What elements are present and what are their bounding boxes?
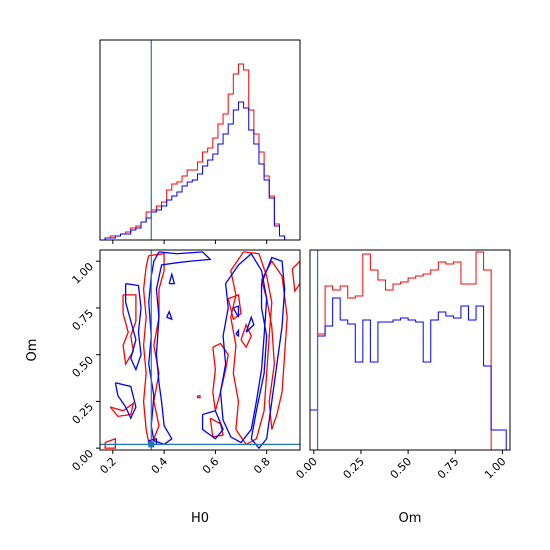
joint-x-tick-label-3: 0.8 xyxy=(251,455,273,477)
joint-frame xyxy=(99,249,301,451)
contour-series-1-level-6 xyxy=(201,409,224,440)
contour-series-0-level-1 xyxy=(122,294,137,366)
om-marginal-plot xyxy=(310,250,507,450)
joint-x-tick-label-1: 0.4 xyxy=(149,455,171,477)
h0-marginal-ticks xyxy=(112,240,268,244)
joint-y-tick-label-0: 0.00 xyxy=(70,447,97,474)
joint-y-tick-label-3: 0.75 xyxy=(70,307,97,334)
contour-series-1-level-4 xyxy=(219,252,268,444)
om-hist-series-0 xyxy=(310,251,507,450)
x-axis-label-om: Om xyxy=(399,511,422,526)
y-axis-label-om: Om xyxy=(25,339,40,362)
contour-series-1-level-1 xyxy=(124,282,142,372)
om-marginal-x-tick-label-2: 0.50 xyxy=(388,455,415,482)
joint-y-tick-label-2: 0.50 xyxy=(70,354,97,381)
contour-series-0-level-10 xyxy=(240,323,252,349)
om-marginal-x-tick-label-1: 0.25 xyxy=(341,455,368,482)
h0-marginal-panel xyxy=(99,39,301,244)
joint-contour-plot xyxy=(100,250,300,450)
h0-marginal-plot xyxy=(100,40,300,240)
joint-x-tick-label-2: 0.6 xyxy=(200,455,222,477)
contour-series-1-level-10 xyxy=(235,328,240,338)
h0-hist-series-1 xyxy=(100,101,300,240)
contour-series-1-level-9 xyxy=(232,305,240,318)
om-marginal-panel: 0.00 0.25 0.50 0.75 1.00 Om xyxy=(293,249,511,526)
om-hist-series-1 xyxy=(310,297,507,450)
contour-series-0-level-9 xyxy=(227,293,242,321)
contour-series-0-level-3 xyxy=(104,437,117,449)
joint-x-tick-label-0: 0.2 xyxy=(97,455,119,477)
contour-series-0-level-5 xyxy=(260,259,288,430)
joint-truth-marker xyxy=(148,441,155,448)
joint-y-tick-label-1: 0.25 xyxy=(70,400,97,427)
om-marginal-x-tick-label-4: 1.00 xyxy=(482,455,509,482)
contour-series-0-level-0 xyxy=(142,253,165,444)
contour-series-1-level-7 xyxy=(166,309,173,321)
om-marginal-ticks: 0.00 0.25 0.50 0.75 1.00 xyxy=(293,450,509,482)
contour-series-1-level-5 xyxy=(250,256,286,450)
h0-marginal-frame xyxy=(99,39,301,241)
contour-series-0-level-7 xyxy=(212,342,229,411)
joint-y-tick-label-4: 1.00 xyxy=(70,260,97,287)
contour-series-0-level-6 xyxy=(291,260,300,293)
om-marginal-x-tick-label-0: 0.00 xyxy=(293,455,320,482)
contour-series-1-level-2 xyxy=(114,382,137,420)
x-axis-label-h0: H0 xyxy=(191,511,209,526)
contour-series-1-level-8 xyxy=(168,271,176,285)
contour-series-1-level-0 xyxy=(148,251,212,446)
contour-series-1-level-11 xyxy=(245,315,255,333)
contour-series-0-level-2 xyxy=(109,401,135,418)
contour-series-0-level-8 xyxy=(209,417,224,438)
contour-series-0-level-11 xyxy=(196,395,201,399)
joint-panel: 0.2 0.4 0.6 0.8 0.00 0.25 0.50 0.75 1.00 H0 Om xyxy=(25,249,301,526)
h0-hist-series-0 xyxy=(100,63,300,240)
om-marginal-frame xyxy=(309,249,511,451)
om-marginal-x-tick-label-3: 0.75 xyxy=(435,455,462,482)
